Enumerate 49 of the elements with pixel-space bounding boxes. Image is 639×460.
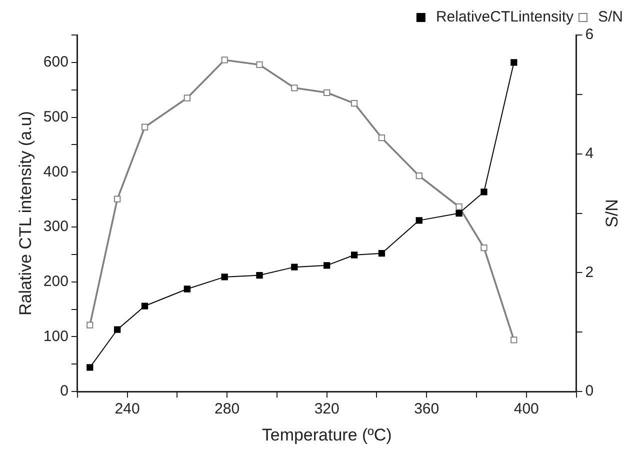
point xyxy=(416,172,422,180)
point xyxy=(378,250,386,257)
x-tick-label: 400 xyxy=(514,400,539,418)
point xyxy=(510,336,518,344)
y2-tick-label: 0 xyxy=(585,382,594,400)
point xyxy=(256,272,263,279)
x-tick-label: 280 xyxy=(214,400,240,418)
point xyxy=(480,244,488,252)
point xyxy=(324,262,330,269)
y2-tick-label: 4 xyxy=(585,145,594,162)
point xyxy=(114,196,121,202)
x-tick-label: 320 xyxy=(314,400,340,418)
point xyxy=(416,217,422,224)
point xyxy=(324,89,330,96)
point xyxy=(86,364,94,371)
legend-label: RelativeCTLintensity xyxy=(436,8,574,26)
point xyxy=(510,59,518,66)
y2-axis-title: S/N xyxy=(602,199,622,228)
y-tick-label: 300 xyxy=(43,218,68,236)
y2-tick-label: 2 xyxy=(585,264,594,281)
point xyxy=(378,134,386,142)
point xyxy=(221,274,228,280)
point xyxy=(456,210,462,217)
point xyxy=(221,56,228,64)
point xyxy=(184,286,190,292)
point xyxy=(86,322,94,328)
point xyxy=(256,61,263,68)
point xyxy=(114,326,121,333)
y-tick-label: 100 xyxy=(43,328,68,345)
y-tick-label: 500 xyxy=(43,108,68,126)
point xyxy=(184,94,190,102)
point xyxy=(350,100,358,107)
y-tick-label: 600 xyxy=(43,54,68,71)
point xyxy=(141,302,148,310)
point xyxy=(350,252,358,258)
y-tick-label: 0 xyxy=(60,382,68,400)
y-tick-label: 400 xyxy=(43,163,68,180)
x-tick-label: 240 xyxy=(114,400,140,418)
legend-label: S/N xyxy=(598,8,624,26)
point xyxy=(480,188,488,196)
y-tick-label: 200 xyxy=(43,273,68,290)
x-tick-label: 360 xyxy=(414,400,440,418)
point xyxy=(456,203,462,210)
point xyxy=(291,264,298,270)
point xyxy=(141,124,148,130)
point xyxy=(291,84,298,92)
x-axis-title: Temperature (ºC) xyxy=(262,425,392,444)
y-axis-title: Ralative CTL intensity (a.u) xyxy=(16,111,35,316)
y2-tick-label: 6 xyxy=(585,26,594,44)
